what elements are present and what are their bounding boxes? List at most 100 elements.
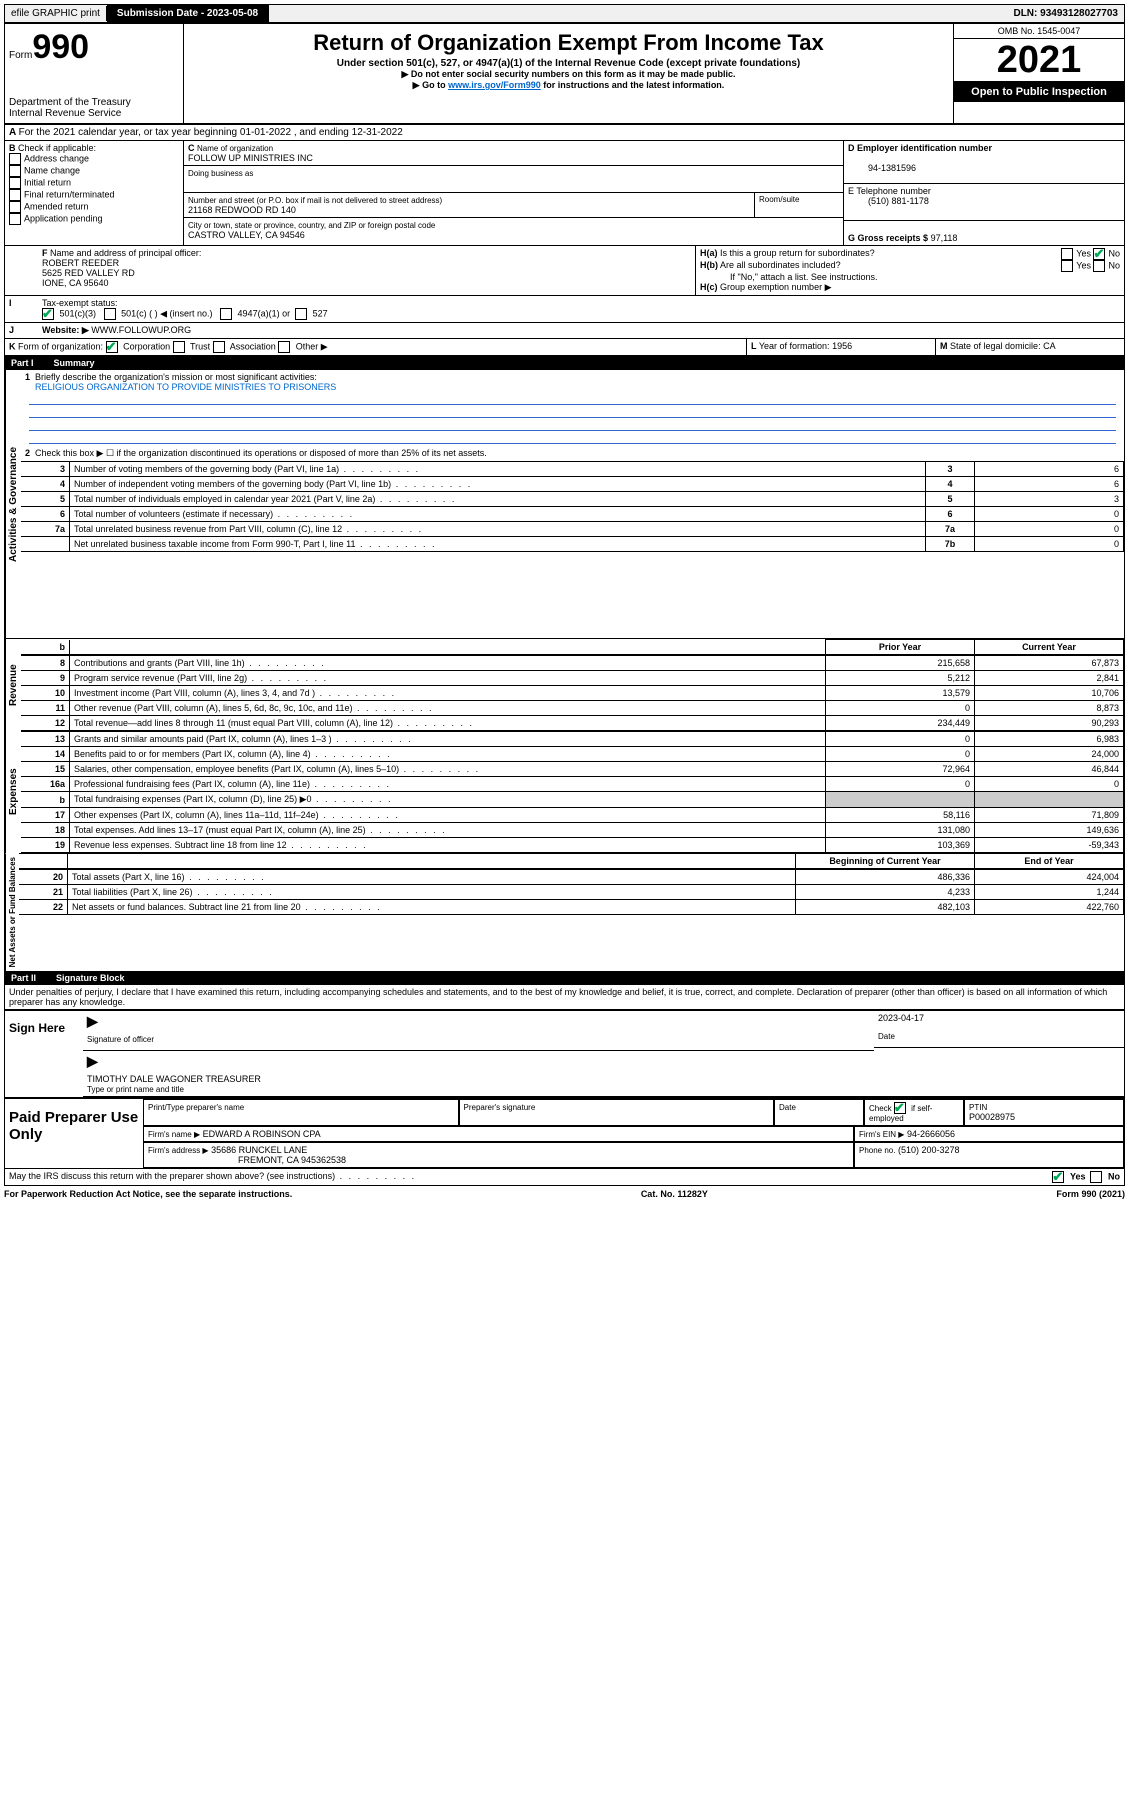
box-k: K Form of organization: Corporation Trus… — [5, 339, 746, 355]
na-section-row: Net Assets or Fund Balances Beginning of… — [5, 853, 1124, 971]
room-label: Room/suite — [754, 193, 843, 217]
chk-4947[interactable] — [220, 308, 232, 320]
hb-no[interactable] — [1093, 260, 1105, 272]
note2-post: for instructions and the latest informat… — [541, 80, 725, 90]
firm-addr-l: Firm's address ▶ — [148, 1146, 209, 1155]
l-val: 1956 — [832, 341, 852, 351]
chk-self[interactable] — [894, 1102, 906, 1114]
chk-final[interactable] — [9, 189, 21, 201]
firm-addr1: 35686 RUNCKEL LANE — [211, 1145, 307, 1155]
sig-row1: ▶ Signature of officer 2023-04-17 Date — [83, 1011, 1124, 1051]
vlabel-exp: Expenses — [5, 731, 21, 853]
chk-501c[interactable] — [104, 308, 116, 320]
street-cell: Number and street (or P.O. box if mail i… — [184, 193, 754, 217]
chk-app[interactable] — [9, 213, 21, 225]
chk-initial[interactable] — [9, 177, 21, 189]
line2: 2 Check this box ▶ ☐ if the organization… — [21, 446, 1124, 461]
dln-label: DLN: 93493128027703 — [1007, 6, 1124, 21]
f-gutter — [5, 246, 38, 295]
chk-assoc[interactable] — [213, 341, 225, 353]
box-m: M State of legal domicile: CA — [935, 339, 1124, 355]
ha-yes[interactable] — [1061, 248, 1073, 260]
dba-label: Doing business as — [188, 169, 253, 178]
firm-name-l: Firm's name ▶ — [148, 1130, 200, 1139]
j-label: J — [5, 323, 38, 338]
footer: For Paperwork Reduction Act Notice, see … — [4, 1186, 1125, 1202]
k-label: Form of organization: — [18, 341, 103, 351]
ha-yes-l: Yes — [1076, 248, 1091, 258]
box-g: G Gross receipts $ 97,118 — [844, 221, 1124, 245]
rule2 — [29, 405, 1116, 418]
opt-amended: Amended return — [24, 201, 89, 211]
street-val: 21168 REDWOOD RD 140 — [188, 205, 296, 215]
line1: 1 Briefly describe the organization's mi… — [21, 370, 1124, 446]
dots-icon — [335, 1171, 416, 1181]
gross-val: 97,118 — [931, 233, 958, 243]
prep-row3: Firm's address ▶ 35686 RUNCKEL LANE FREM… — [143, 1142, 1124, 1168]
arrow-icon-2: ▶ — [87, 1053, 98, 1069]
submission-date-button[interactable]: Submission Date - 2023-05-08 — [107, 5, 269, 22]
name-label: Name of organization — [197, 144, 273, 153]
chk-amended[interactable] — [9, 201, 21, 213]
box-dba: Doing business as — [184, 166, 843, 193]
hc-row: H(c) Group exemption number ▶ — [700, 282, 1120, 293]
part2-title: Part II — [11, 973, 36, 983]
hdr-prior: Prior Year — [826, 640, 975, 655]
hb-yes-l: Yes — [1076, 260, 1091, 270]
table-na: 20Total assets (Part X, line 16)486,3364… — [19, 869, 1124, 915]
form-container: Form990 Department of the Treasury Inter… — [4, 23, 1125, 1186]
firm-addr-cell: Firm's address ▶ 35686 RUNCKEL LANE FREM… — [143, 1142, 854, 1168]
sign-here: Sign Here — [5, 1011, 83, 1097]
box-d: D Employer identification number 94-1381… — [844, 141, 1124, 184]
m-val: CA — [1043, 341, 1056, 351]
preparer-right: Print/Type preparer's name Preparer's si… — [143, 1099, 1124, 1168]
year-block: OMB No. 1545-0047 2021 Open to Public In… — [953, 24, 1124, 123]
i-label: I — [5, 296, 38, 322]
chk-501c3[interactable] — [42, 308, 54, 320]
chk-name[interactable] — [9, 165, 21, 177]
chk-527[interactable] — [295, 308, 307, 320]
pp-date: Date — [774, 1099, 864, 1126]
rule4 — [29, 431, 1116, 444]
i-row: I Tax-exempt status: 501(c)(3) 501(c) ( … — [5, 296, 1124, 323]
ha-no[interactable] — [1093, 248, 1105, 260]
hb-yes[interactable] — [1061, 260, 1073, 272]
box-street: Number and street (or P.O. box if mail i… — [184, 193, 843, 218]
gross-label: G Gross receipts $ — [848, 233, 928, 243]
open-inspection: Open to Public Inspection — [954, 82, 1124, 102]
discuss-no-l: No — [1108, 1172, 1120, 1182]
form-number: 990 — [32, 28, 89, 66]
box-f: F Name and address of principal officer:… — [38, 246, 696, 295]
sig-officer-line: Signature of officer — [83, 1032, 874, 1051]
vlabel-rev: Revenue — [5, 639, 21, 731]
form-label: Form — [9, 50, 32, 61]
hb-text: Are all subordinates included? — [720, 260, 841, 270]
chk-corp[interactable] — [106, 341, 118, 353]
part1-title: Part I — [11, 358, 34, 368]
box-b-label: Check if applicable: — [18, 143, 96, 153]
chk-other[interactable] — [278, 341, 290, 353]
discuss-no[interactable] — [1090, 1171, 1102, 1183]
sig-date-val: 2023-04-17 — [874, 1011, 1124, 1029]
discuss-row: May the IRS discuss this return with the… — [5, 1168, 1124, 1185]
sign-right: ▶ Signature of officer 2023-04-17 Date ▶… — [83, 1011, 1124, 1097]
o-trust: Trust — [190, 341, 210, 351]
ein-val: 94-1381596 — [848, 163, 916, 173]
form-id-block: Form990 Department of the Treasury Inter… — [5, 24, 184, 123]
discuss-q: May the IRS discuss this return with the… — [9, 1171, 335, 1181]
site-val: WWW.FOLLOWUP.ORG — [91, 325, 191, 335]
col-right: D Employer identification number 94-1381… — [843, 141, 1124, 245]
dept-label: Department of the Treasury — [9, 97, 179, 108]
chk-address[interactable] — [9, 153, 21, 165]
city-label: City or town, state or province, country… — [188, 221, 435, 230]
discuss-yn: Yes No — [1052, 1171, 1120, 1183]
table-na-hdr: Beginning of Current Year End of Year — [19, 853, 1124, 869]
l-label: Year of formation: — [759, 341, 830, 351]
tax-year: 2021 — [954, 39, 1124, 82]
instructions-link[interactable]: www.irs.gov/Form990 — [448, 80, 541, 90]
opt-initial: Initial return — [24, 177, 71, 187]
prep-row2: Firm's name ▶ EDWARD A ROBINSON CPA Firm… — [143, 1126, 1124, 1142]
discuss-yes[interactable] — [1052, 1171, 1064, 1183]
firm-ein-cell: Firm's EIN ▶ 94-2666056 — [854, 1126, 1124, 1142]
chk-trust[interactable] — [173, 341, 185, 353]
